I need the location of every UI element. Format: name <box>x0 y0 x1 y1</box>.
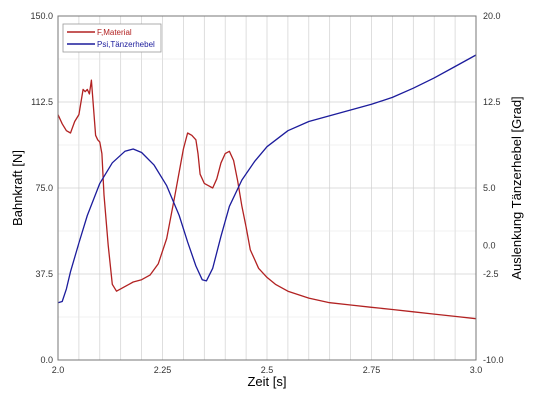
series-line-f-material <box>57 79 477 320</box>
y-right-tick-label: 0.0 <box>483 240 496 250</box>
x-tick-label: 2.0 <box>52 365 65 375</box>
y-left-tick-label: 112.5 <box>31 97 53 107</box>
legend-label-f-material: F,Material <box>97 28 132 37</box>
y-right-axis-title: Auslenkung Tänzerhebel [Grad] <box>509 96 524 279</box>
y-right-tick-label: 5.0 <box>483 183 496 193</box>
y-left-tick-label: 37.5 <box>35 269 53 279</box>
x-tick-label: 2.25 <box>154 365 172 375</box>
y-right-tick-label: -2.5 <box>483 269 499 279</box>
x-tick-label: 2.5 <box>261 365 274 375</box>
y-right-tick-label: 12.5 <box>483 97 501 107</box>
y-right-tick-label: -10.0 <box>483 355 504 365</box>
grid <box>58 15 476 361</box>
y-left-tick-label: 0.0 <box>40 355 53 365</box>
x-tick-label: 2.75 <box>363 365 381 375</box>
y-right-tick-label: 20.0 <box>483 11 501 21</box>
legend-label-psi-taenzerhebel: Psi,Tänzerhebel <box>97 40 155 49</box>
x-axis-title: Zeit [s] <box>247 374 286 389</box>
series-layer <box>57 54 477 320</box>
y-left-axis-title: Bahnkraft [N] <box>10 150 25 226</box>
x-tick-label: 3.0 <box>470 365 483 375</box>
series-line-psi-taenzerhebel <box>57 54 477 304</box>
legend: F,Material Psi,Tänzerhebel <box>62 23 162 53</box>
plot-frame <box>57 15 477 361</box>
tick-labels: 2.0 2.25 2.5 2.75 3.0 0.0 37.5 75.0 112.5 150.0 -1… <box>30 11 503 375</box>
y-left-tick-label: 75.0 <box>35 183 53 193</box>
y-left-tick-label: 150.0 <box>30 11 53 21</box>
legend-box <box>62 23 162 53</box>
